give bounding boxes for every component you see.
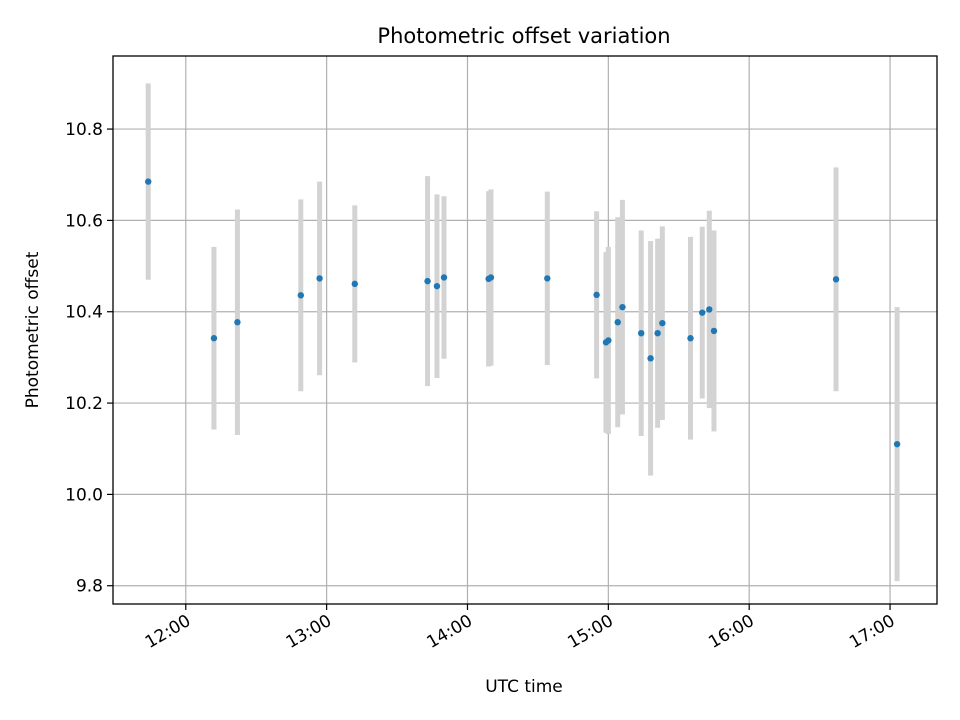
data-point [832,276,840,283]
data-point [424,277,431,285]
data-point [893,440,901,448]
y-axis-label: Photometric offset [23,251,43,408]
y-axis-ticks: 9.8 10.0 10.2 10.4 10.6 10.8 [65,120,113,597]
y-tick-label: 10.4 [65,303,103,323]
x-tick-label: 17:00 [846,611,898,653]
error-bars [145,83,900,582]
x-tick-label: 13:00 [283,611,335,653]
data-point [654,329,661,337]
plot-area-frame [112,55,938,605]
data-point [638,329,645,337]
y-tick-label: 10.0 [65,485,103,505]
data-point [659,319,666,327]
data-point [687,335,694,342]
data-point [234,319,241,326]
y-tick-label: 10.6 [65,211,103,231]
data-point [619,303,626,311]
data-point [487,274,495,281]
data-point [710,327,718,335]
data-point [351,280,359,288]
chart-title: Photometric offset variation [377,24,670,48]
data-point [297,292,305,299]
data-point [145,178,152,185]
data-point [706,306,713,313]
x-tick-label: 12:00 [142,611,194,653]
y-tick-label: 9.8 [76,577,103,597]
x-tick-label: 15:00 [564,611,616,653]
data-point [210,335,218,342]
data-point [593,291,600,299]
data-point [316,275,323,282]
y-tick-label: 10.2 [65,394,103,414]
y-tick-label: 10.8 [65,120,103,140]
data-point [605,337,612,344]
x-tick-label: 16:00 [705,611,757,653]
data-point [433,282,441,290]
data-point [647,355,654,362]
x-axis-ticks: 12:00 13:00 14:00 15:00 16:00 17:00 [142,604,899,653]
data-point [440,274,448,281]
x-axis-label: UTC time [485,677,563,697]
data-point [614,319,621,326]
grid [113,56,937,604]
data-points [145,178,901,448]
x-tick-label: 14:00 [424,611,476,653]
data-point [699,309,706,316]
data-point [544,275,551,282]
